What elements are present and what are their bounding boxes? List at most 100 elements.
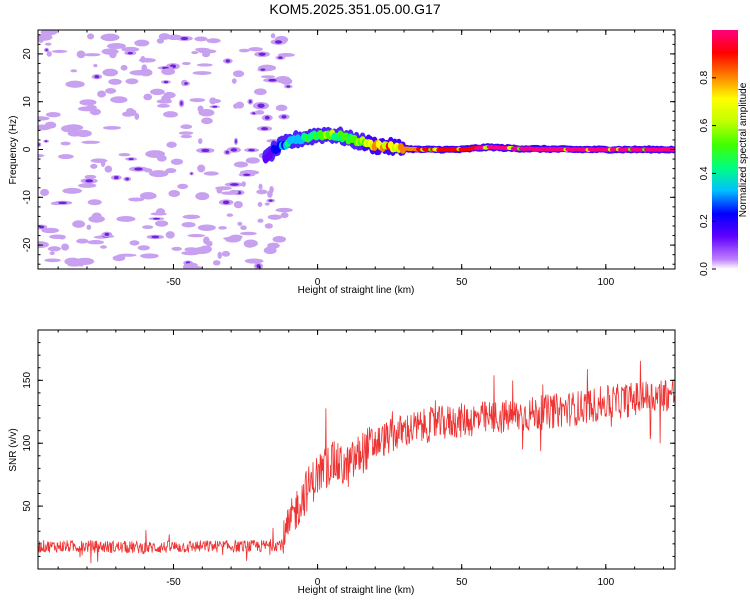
noise-blob (189, 98, 206, 103)
noise-blob-core (45, 48, 48, 52)
noise-blob-core (248, 148, 255, 152)
snr-x-tick-label: 0 (315, 577, 321, 588)
noise-blob (194, 36, 208, 42)
noise-blob (110, 96, 128, 104)
noise-blob (269, 186, 274, 194)
snr-series-line (38, 360, 675, 564)
noise-blob (180, 124, 193, 130)
noise-blob (102, 68, 119, 77)
noise-blob (44, 258, 61, 263)
noise-blob (64, 257, 81, 266)
noise-blob (229, 189, 239, 195)
noise-blob (202, 51, 211, 58)
spectrogram-panel: -50 0 50 100 -20 -10 0 10 20 Height of straight… (8, 29, 676, 296)
noise-blob (108, 78, 122, 85)
noise-blob (237, 221, 243, 226)
noise-blob (140, 55, 146, 63)
snr-x-tick-label: 50 (456, 577, 468, 588)
noise-blob (275, 207, 293, 213)
noise-blob (149, 170, 169, 178)
noise-blob-core (261, 127, 268, 131)
noise-blob (177, 183, 189, 189)
colorbar-tick-label: 0.4 (699, 166, 710, 180)
noise-blob (41, 227, 60, 234)
noise-blob (156, 38, 164, 44)
snr-x-tick-label: 100 (597, 577, 614, 588)
noise-blob (191, 50, 199, 55)
noise-blob (44, 121, 57, 129)
noise-blob (257, 201, 263, 207)
snr-frame (37, 329, 676, 570)
noise-blob-core (94, 75, 100, 79)
noise-blob-core (201, 148, 210, 153)
noise-blob-core (125, 177, 129, 181)
noise-blob (239, 231, 257, 236)
noise-blob (112, 255, 126, 262)
snr-y-tick-label: 100 (22, 434, 33, 451)
noise-blob (142, 225, 154, 230)
noise-blob (129, 240, 140, 246)
spectrogram-y-tick-label: 10 (22, 96, 33, 108)
noise-blob (165, 231, 175, 239)
noise-blob (166, 141, 177, 148)
snr-x-ticks: -50 0 50 100 (57, 330, 664, 588)
colorbar-tick-label: 0.0 (699, 262, 710, 276)
noise-blob (76, 238, 89, 244)
noise-blob (51, 49, 68, 53)
noise-blob-core (127, 51, 133, 55)
noise-blob (267, 214, 282, 220)
snr-background (38, 330, 675, 569)
noise-blob (117, 253, 137, 257)
spectrogram-x-tick-label: -50 (166, 277, 181, 288)
noise-blob (257, 218, 264, 223)
noise-blob (93, 64, 98, 68)
noise-blob (226, 213, 234, 217)
noise-blob-core (104, 232, 110, 236)
noise-blob (221, 250, 231, 257)
noise-blob (97, 90, 107, 98)
noise-blob (81, 140, 101, 144)
noise-blob (107, 42, 126, 50)
noise-blob (181, 61, 191, 66)
noise-blob-core (151, 235, 160, 239)
noise-blob-core (163, 80, 169, 84)
noise-blob (161, 68, 176, 76)
noise-blob-core (268, 199, 273, 202)
spectrogram-y-ticks: -20 -10 0 10 20 (22, 34, 675, 265)
noise-blob-core (278, 56, 283, 59)
colorbar-ticks: 0.0 0.2 0.4 0.6 0.8 (699, 70, 716, 276)
noise-blob (256, 189, 268, 195)
noise-blob (44, 42, 52, 46)
noise-blob (67, 130, 82, 137)
noise-blob (155, 208, 166, 216)
noise-blob (102, 125, 122, 130)
noise-blob (231, 78, 237, 84)
spectrogram-y-tick-label: 20 (22, 48, 33, 60)
noise-blob-core (113, 176, 119, 180)
colorbar-label: Normalized spectral amplitude (738, 82, 749, 217)
noise-blob (155, 220, 169, 227)
noise-blob (100, 33, 120, 42)
noise-blob-core (264, 115, 270, 120)
noise-blob-core (260, 68, 266, 71)
noise-blob (38, 116, 50, 121)
noise-blob (197, 49, 217, 54)
snr-y-tick-label: 50 (22, 500, 33, 512)
noise-blob (49, 251, 55, 256)
noise-blob (143, 93, 153, 101)
noise-blob (254, 88, 267, 96)
noise-blob (87, 199, 102, 206)
noise-blob (203, 171, 219, 176)
noise-blob (264, 202, 270, 206)
noise-blob (78, 183, 97, 188)
noise-blob (100, 245, 107, 249)
noise-blob (264, 223, 273, 229)
noise-blob-core (268, 78, 277, 82)
noise-blob (118, 153, 131, 157)
spectrogram-x-tick-label: 50 (456, 277, 468, 288)
noise-blob (121, 46, 140, 52)
noise-blob (240, 225, 247, 231)
noise-blob (86, 224, 92, 230)
noise-blob (140, 253, 159, 259)
